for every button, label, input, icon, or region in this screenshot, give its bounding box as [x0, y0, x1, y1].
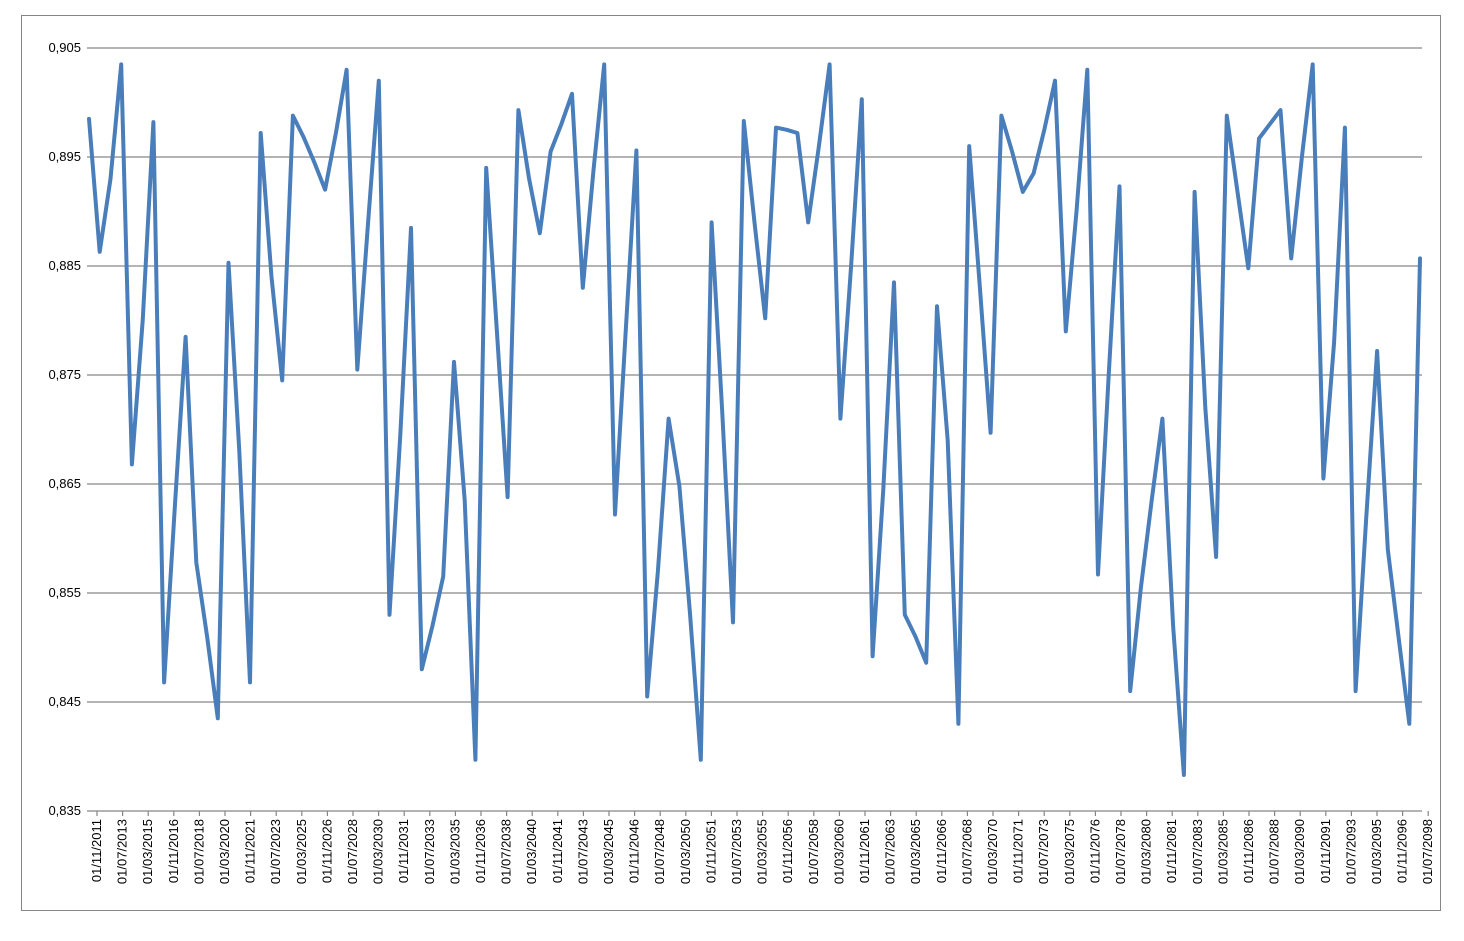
x-tick-label: 01/03/2075 [1062, 819, 1077, 884]
x-tick-label: 01/07/2063 [883, 819, 898, 884]
x-tick-label: 01/03/2055 [755, 819, 770, 884]
y-tick-label: 0,875 [48, 367, 81, 382]
series-layer [87, 62, 1422, 777]
x-tick-label: 01/07/2078 [1113, 819, 1128, 884]
x-tick-label: 01/03/2050 [678, 819, 693, 884]
x-tick-label: 01/11/2071 [1011, 819, 1026, 883]
x-tick-label: 01/07/2018 [191, 819, 206, 884]
x-tick-label: 01/03/2030 [371, 819, 386, 884]
x-tick-label: 01/11/2011 [89, 819, 104, 882]
x-tick-label: 01/11/2021 [243, 819, 258, 883]
x-tick-label: 01/07/2013 [115, 819, 130, 884]
gridlines [87, 47, 1422, 703]
x-tick-label: 01/11/2016 [166, 819, 181, 883]
series-line [87, 62, 1422, 777]
x-tick-label: 01/03/2045 [601, 819, 616, 884]
x-tick-label: 01/07/2038 [499, 819, 514, 884]
x-tick-label: 01/03/2080 [1139, 819, 1154, 884]
x-tick-label: 01/07/2073 [1036, 819, 1051, 884]
x-tick-label: 01/03/2095 [1369, 819, 1384, 884]
x-tick-label: 01/11/2081 [1164, 819, 1179, 883]
y-tick-label: 0,895 [48, 149, 81, 164]
x-tick-label: 01/11/2066 [934, 819, 949, 883]
x-tick-label: 01/03/2035 [447, 819, 462, 884]
y-tick-label: 0,835 [48, 803, 81, 818]
x-tick-label: 01/03/2020 [217, 819, 232, 884]
x-tick-label: 01/11/2031 [396, 819, 411, 883]
x-tick-label: 01/07/2053 [729, 819, 744, 884]
x-tick-label: 01/11/2026 [319, 819, 334, 883]
x-tick-label: 01/07/2048 [652, 819, 667, 884]
x-tick-label: 01/03/2065 [908, 819, 923, 884]
x-tick-label: 01/11/2096 [1395, 819, 1410, 883]
x-tick-label: 01/07/2093 [1343, 819, 1358, 884]
y-axis-tick-labels: 0,905 0,895 0,885 0,875 0,865 0,855 0,845 0,835 [48, 40, 81, 818]
y-tick-label: 0,905 [48, 40, 81, 55]
x-tick-label: 01/11/2076 [1087, 819, 1102, 883]
x-tick-label: 01/11/2041 [550, 819, 565, 883]
line-chart: 0,905 0,895 0,885 0,875 0,865 0,855 0,845 0,835… [48, 40, 1435, 884]
x-tick-label: 01/11/2061 [857, 819, 872, 883]
x-tick-label: 01/03/2085 [1215, 819, 1230, 884]
x-tick-label: 01/03/2060 [831, 819, 846, 884]
x-tick-label: 01/07/2023 [268, 819, 283, 884]
x-tick-label: 01/07/2043 [575, 819, 590, 884]
x-tick-label: 01/11/2091 [1318, 819, 1333, 883]
x-tick-label: 01/03/2015 [140, 819, 155, 884]
x-axis-tick-labels: 01/11/2011 01/07/2013 01/03/2015 01/11/2016… [89, 811, 1435, 884]
x-tick-label: 01/03/2025 [294, 819, 309, 884]
x-tick-label: 01/03/2040 [524, 819, 539, 884]
x-tick-label: 01/11/2056 [780, 819, 795, 883]
y-tick-label: 0,865 [48, 476, 81, 491]
x-tick-label: 01/11/2086 [1241, 819, 1256, 883]
chart-frame: 0,905 0,895 0,885 0,875 0,865 0,855 0,845 0,835… [21, 15, 1441, 911]
x-tick-label: 01/07/2028 [345, 819, 360, 884]
y-tick-label: 0,845 [48, 694, 81, 709]
x-tick-label: 01/07/2068 [959, 819, 974, 884]
x-tick-label: 01/07/2098 [1420, 819, 1435, 884]
x-tick-label: 01/03/2070 [985, 819, 1000, 884]
x-tick-label: 01/07/2033 [422, 819, 437, 884]
x-tick-label: 01/03/2090 [1292, 819, 1307, 884]
x-tick-label: 01/11/2051 [703, 819, 718, 883]
x-tick-label: 01/07/2088 [1267, 819, 1282, 884]
x-tick-label: 01/07/2083 [1190, 819, 1205, 884]
x-tick-label: 01/07/2058 [806, 819, 821, 884]
y-tick-label: 0,855 [48, 585, 81, 600]
y-tick-label: 0,885 [48, 258, 81, 273]
x-tick-label: 01/11/2036 [473, 819, 488, 883]
x-tick-label: 01/11/2046 [627, 819, 642, 883]
